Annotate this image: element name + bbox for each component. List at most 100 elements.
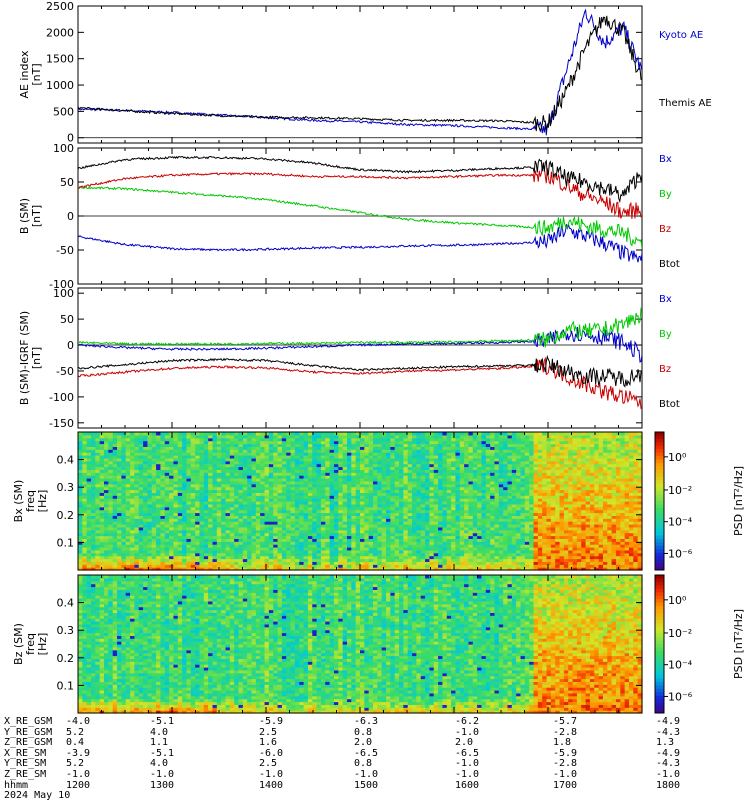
- spectrogram-cell: [221, 432, 226, 435]
- spectrogram-cell: [325, 432, 330, 435]
- series-bx-line: [78, 224, 642, 262]
- spectrogram-cell: [395, 432, 400, 435]
- spectrogram-cell: [460, 432, 465, 435]
- panel-3-ylabel: [nT]: [30, 347, 43, 369]
- spectrogram-cell: [373, 432, 378, 435]
- spectrogram-cell: [134, 432, 139, 435]
- spectrogram-cell: [382, 432, 387, 435]
- spectrogram-cell: [152, 432, 157, 435]
- panel-2-ylabel: [nT]: [30, 205, 43, 227]
- y-tick-label: 50: [60, 313, 74, 326]
- spectrogram-cell: [299, 432, 304, 435]
- spectrogram-cell: [416, 432, 421, 435]
- legend-by: By: [659, 329, 672, 340]
- legend-themis-ae: Themis AE: [658, 98, 712, 109]
- spectrogram-cell: [234, 432, 239, 435]
- panel-3-series: [78, 308, 642, 408]
- spectrogram-cell: [95, 432, 100, 435]
- spectrogram-cell: [165, 432, 170, 435]
- spectrogram-cell: [260, 432, 265, 435]
- legend-by: By: [659, 189, 672, 200]
- y-tick-label: 50: [60, 176, 74, 189]
- series-by-line: [78, 187, 642, 249]
- legend-kyoto-ae: Kyoto AE: [659, 30, 703, 41]
- y-tick-label: 0: [67, 339, 74, 352]
- panel-2-series: [78, 157, 642, 263]
- y-tick-label: 1000: [46, 79, 74, 92]
- y-tick-label: -50: [56, 365, 74, 378]
- panel-4-spectrogram: [78, 432, 643, 571]
- y-tick-label: 2500: [46, 0, 74, 13]
- spectrogram-cell: [295, 432, 300, 435]
- y-tick-label: 2000: [46, 26, 74, 39]
- series-kyoto-ae-line: [78, 10, 642, 135]
- spectrogram-cell: [139, 432, 144, 435]
- panel-3-frame: [78, 288, 642, 428]
- spectrogram-cell: [343, 432, 348, 435]
- spectrogram-cell: [226, 432, 231, 435]
- series-by-line: [78, 308, 642, 347]
- spectrogram-cell: [278, 432, 283, 435]
- legend-btot: Btot: [659, 399, 680, 410]
- spectrogram-cell: [442, 432, 447, 435]
- spectrogram-cell: [338, 432, 343, 435]
- spectrogram-cell: [100, 432, 105, 435]
- spectrogram-cell: [256, 432, 261, 435]
- spectrogram-cell: [126, 432, 131, 435]
- spectrogram-cell: [178, 432, 183, 435]
- spectrogram-cell: [82, 432, 87, 435]
- spectrogram-cell: [503, 432, 508, 435]
- spectrogram-cell: [408, 432, 413, 435]
- spectrogram-cell: [269, 432, 274, 435]
- y-tick-label: -50: [56, 244, 74, 257]
- spectrogram-cell: [321, 432, 326, 435]
- spectrogram-cell: [369, 432, 374, 435]
- panel-1-ylabel: [nT]: [30, 63, 43, 85]
- spectrogram-cell: [330, 432, 335, 435]
- spectrogram-cell: [490, 432, 495, 435]
- spectrogram-cell: [117, 432, 122, 435]
- y-tick-label: 100: [53, 287, 74, 300]
- spectrogram-cell: [265, 432, 270, 435]
- spectrogram-cell: [182, 432, 187, 435]
- spectrogram-cell: [360, 432, 365, 435]
- spectrogram-cell: [455, 432, 460, 435]
- y-tick-label: 500: [53, 105, 74, 118]
- spectrogram-cell: [156, 432, 161, 435]
- legend-bx: Bx: [659, 294, 672, 305]
- spectrogram-cell: [351, 432, 356, 435]
- spectrogram-cell: [386, 432, 391, 435]
- spectrogram-cell: [473, 432, 478, 435]
- spectrogram-cell: [438, 432, 443, 435]
- y-tick-label: -150: [49, 417, 74, 430]
- spectrogram-cell: [78, 432, 83, 435]
- spectrogram-cell: [91, 432, 96, 435]
- spectrogram-cell: [468, 432, 473, 435]
- spectrogram-cell: [412, 432, 417, 435]
- legend-btot: Btot: [659, 259, 680, 270]
- y-tick-label: 1500: [46, 53, 74, 66]
- legend-bx: Bx: [659, 154, 672, 165]
- spectrogram-cell: [304, 432, 309, 435]
- spectrogram-cell: [286, 432, 291, 435]
- spectrogram-cell: [486, 432, 491, 435]
- spectrogram-cell: [425, 432, 430, 435]
- spectrogram-cell: [447, 432, 452, 435]
- spectrogram-cell: [243, 432, 248, 435]
- spectrogram-cell: [347, 432, 352, 435]
- spectrogram-cell: [494, 432, 499, 435]
- spectrogram-cell: [399, 432, 404, 435]
- y-tick-label: -100: [49, 391, 74, 404]
- y-tick-label: 0: [67, 210, 74, 223]
- spectrogram-cell: [317, 432, 322, 435]
- y-tick-label: 100: [53, 142, 74, 155]
- spectrogram-cell: [104, 432, 109, 435]
- spectrogram-cell: [212, 432, 217, 435]
- spectrogram-cell: [143, 432, 148, 435]
- series-themis-ae-line: [78, 16, 642, 131]
- spectrogram-cell: [173, 432, 178, 435]
- spectrogram-cell: [291, 432, 296, 435]
- spectrogram-cell: [247, 432, 252, 435]
- panel-1-series: [78, 10, 642, 135]
